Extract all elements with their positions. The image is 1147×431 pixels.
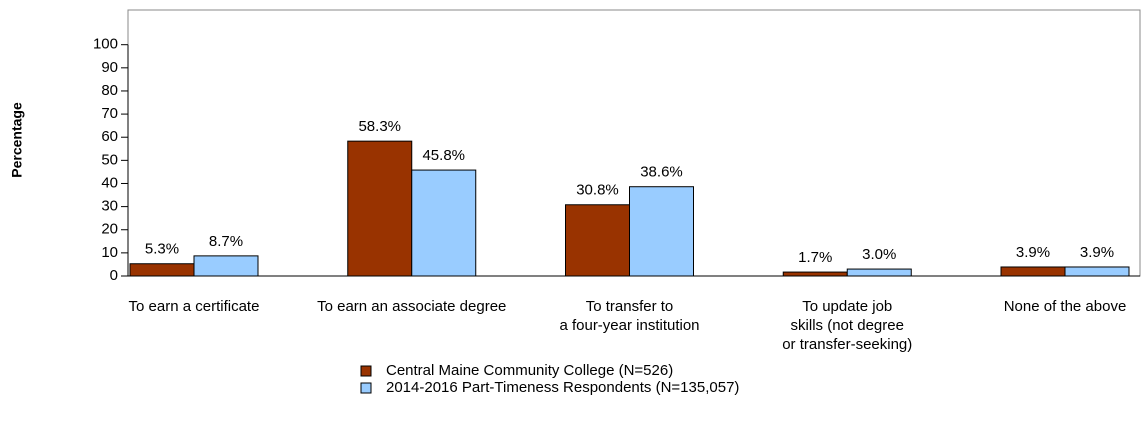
bar — [1000, 266, 1066, 277]
y-tick-label: 10 — [101, 244, 118, 261]
value-label: 3.0% — [862, 246, 896, 263]
bar — [846, 268, 912, 277]
bar — [565, 204, 630, 277]
bar — [193, 255, 259, 277]
x-tick-label: To transfer to a four-year institution — [559, 298, 700, 334]
value-label: 8.7% — [209, 233, 243, 250]
bar — [347, 140, 413, 277]
value-label: 45.8% — [422, 147, 465, 164]
bar — [629, 186, 694, 277]
bar — [782, 271, 848, 277]
y-tick-label: 40 — [101, 174, 118, 191]
value-label: 38.6% — [640, 164, 683, 181]
legend-swatch — [360, 365, 372, 377]
y-tick-label: 80 — [101, 82, 118, 99]
y-tick-label: 90 — [101, 59, 118, 76]
bar — [129, 263, 195, 277]
value-label: 3.9% — [1080, 244, 1114, 261]
value-label: 30.8% — [576, 182, 619, 199]
value-label: 1.7% — [798, 249, 832, 266]
y-tick-label: 50 — [101, 151, 118, 168]
value-label: 5.3% — [145, 241, 179, 258]
value-label: 3.9% — [1016, 244, 1050, 261]
legend-swatch — [360, 382, 372, 394]
y-tick-label: 100 — [93, 36, 118, 53]
legend-label: 2014-2016 Part-Timeness Respondents (N=1… — [386, 379, 739, 396]
x-tick-label: To earn an associate degree — [317, 298, 507, 315]
y-tick-label: 70 — [101, 105, 118, 122]
y-tick-label: 20 — [101, 221, 118, 238]
y-axis-label: Percentage — [9, 102, 25, 178]
x-tick-label: To update job skills (not degree or tran… — [782, 298, 913, 353]
bar — [1064, 266, 1130, 277]
y-tick-label: 30 — [101, 198, 118, 215]
x-tick-label: None of the above — [1003, 298, 1127, 315]
y-tick-label: 60 — [101, 128, 118, 145]
legend-label: Central Maine Community College (N=526) — [386, 362, 673, 379]
y-tick-label: 0 — [110, 267, 118, 284]
value-label: 58.3% — [358, 118, 401, 135]
bar — [411, 169, 477, 277]
x-tick-label: To earn a certificate — [128, 298, 260, 315]
